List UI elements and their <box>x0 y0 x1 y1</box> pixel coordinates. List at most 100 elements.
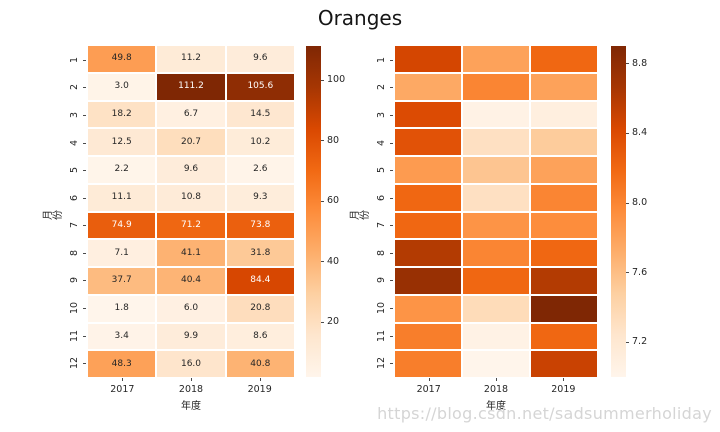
y-tick-mark <box>83 363 86 365</box>
y-tick-mark <box>83 87 86 89</box>
heatmap-cell: 111.2 <box>157 73 225 100</box>
heatmap-cell <box>395 157 461 183</box>
x-tick-label: 2018 <box>483 384 509 396</box>
heatmap-cell <box>531 212 597 239</box>
colorbar-tick-mark <box>626 342 629 344</box>
heatmap-cell <box>463 129 529 155</box>
heatmap-cell: 18.2 <box>88 101 156 128</box>
y-tick-label: 9 <box>376 277 388 284</box>
heatmap-cell: 71.2 <box>157 212 225 239</box>
x-tick-mark <box>122 378 124 381</box>
x-tick-mark <box>259 378 261 381</box>
colorbar <box>306 46 321 377</box>
heatmap-cell <box>463 184 529 211</box>
heatmap-cell <box>463 268 529 294</box>
heatmap-cell: 16.0 <box>157 351 225 377</box>
y-tick-mark <box>83 142 86 144</box>
y-tick-label: 10 <box>69 301 81 315</box>
heatmap-cell <box>395 212 461 239</box>
heatmap-cell: 20.7 <box>157 129 225 155</box>
heatmap-cell <box>531 240 597 266</box>
heatmap-cell <box>395 295 461 322</box>
colorbar-tick-label: 40 <box>327 255 340 267</box>
colorbar-tick-mark <box>626 202 629 204</box>
y-tick-label: 3 <box>69 111 81 118</box>
heatmap-cell <box>531 46 597 72</box>
heatmap-cell <box>531 184 597 211</box>
heatmap-cell <box>395 46 461 72</box>
y-tick-label: 4 <box>376 139 388 146</box>
heatmap-grid <box>395 46 597 377</box>
y-tick-label: 11 <box>376 329 388 342</box>
y-tick-label: 1 <box>69 56 81 63</box>
heatmap-cell: 20.8 <box>226 295 294 322</box>
heatmap-cell <box>463 323 529 350</box>
heatmap-cell <box>463 46 529 72</box>
heatmap-cell <box>395 268 461 294</box>
heatmap-cell <box>531 101 597 128</box>
heatmap-cell: 73.8 <box>226 212 294 239</box>
heatmap-cell <box>531 323 597 350</box>
colorbar-tick-mark <box>321 79 324 81</box>
y-tick-label: 12 <box>376 357 388 370</box>
x-tick-label: 2019 <box>247 384 272 396</box>
heatmap-cell <box>395 101 461 128</box>
y-tick-label: 5 <box>376 167 388 174</box>
y-tick-mark <box>83 308 86 310</box>
heatmap-cell: 48.3 <box>88 351 156 377</box>
colorbar-tick-label: 20 <box>327 316 340 328</box>
y-tick-label: 10 <box>376 301 388 315</box>
y-tick-mark <box>390 280 393 282</box>
heatmap-cell <box>531 351 597 377</box>
y-tick-mark <box>390 197 393 199</box>
watermark: https://blog.csdn.net/sadsummerholiday <box>377 404 712 423</box>
heatmap-cell: 105.6 <box>226 73 294 100</box>
heatmap-cell: 9.9 <box>157 323 225 350</box>
heatmap-cell <box>395 323 461 350</box>
colorbar-tick-label: 80 <box>327 134 340 146</box>
y-tick-label: 12 <box>69 357 81 370</box>
heatmap-cell <box>531 268 597 294</box>
heatmap-cell: 6.0 <box>157 295 225 322</box>
y-tick-mark <box>83 280 86 282</box>
heatmap-cell: 10.2 <box>226 129 294 155</box>
y-tick-mark <box>83 252 86 254</box>
heatmap-cell: 7.1 <box>88 240 156 266</box>
heatmap-grid: 49.8 11.2 9.6 3.0 111.2 105.6 18.2 6.7 14.5 12.5 2… <box>88 46 294 377</box>
y-tick-mark <box>83 197 86 199</box>
y-tick-mark <box>390 87 393 89</box>
colorbar-tick-mark <box>321 140 324 142</box>
heatmap-cell <box>395 184 461 211</box>
colorbar-tick-mark <box>626 63 629 65</box>
heatmap-cell: 9.3 <box>226 184 294 211</box>
y-tick-mark <box>83 59 86 61</box>
colorbar-tick-label: 100 <box>327 74 346 86</box>
colorbar-tick-label: 7.6 <box>632 266 648 278</box>
y-tick-label: 4 <box>69 139 81 146</box>
y-tick-label: 6 <box>376 194 388 201</box>
y-axis-label: 月份 <box>43 209 64 220</box>
y-tick-mark <box>83 335 86 337</box>
y-tick-label: 6 <box>69 194 81 201</box>
heatmap-cell: 84.4 <box>226 268 294 294</box>
chart-title: Oranges <box>317 6 403 30</box>
heatmap-cell: 37.7 <box>88 268 156 294</box>
y-tick-label: 3 <box>376 111 388 118</box>
y-tick-mark <box>390 252 393 254</box>
y-tick-mark <box>390 170 393 172</box>
heatmap-cell: 6.7 <box>157 101 225 128</box>
heatmap-cell <box>531 129 597 155</box>
heatmap-cell: 11.2 <box>157 46 225 72</box>
heatmap-cell: 1.8 <box>88 295 156 322</box>
heatmap-cell <box>463 73 529 100</box>
heatmap-cell <box>531 157 597 183</box>
colorbar-tick-label: 60 <box>327 195 340 207</box>
x-tick-label: 2017 <box>110 384 135 396</box>
heatmap-cell: 8.6 <box>226 323 294 350</box>
x-tick-mark <box>496 378 497 381</box>
heatmap-cell <box>463 212 529 239</box>
heatmap-cell: 9.6 <box>157 157 225 183</box>
heatmap-cell <box>531 295 597 322</box>
y-tick-mark <box>390 363 393 365</box>
y-tick-label: 2 <box>69 84 81 91</box>
